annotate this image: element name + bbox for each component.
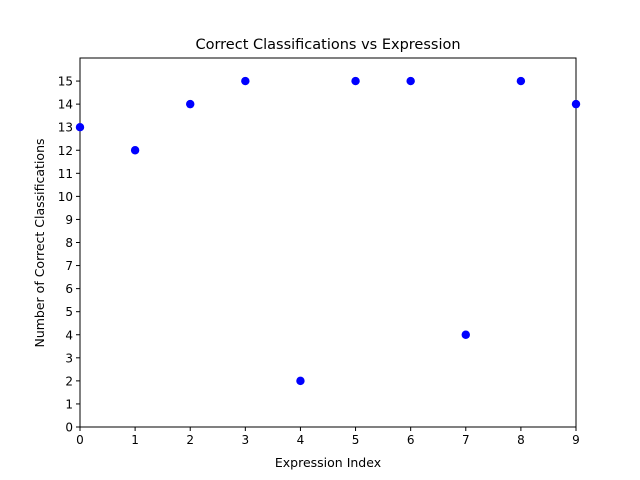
x-tick-label: 1 bbox=[131, 433, 139, 447]
data-point bbox=[351, 76, 360, 86]
x-tick-label: 8 bbox=[517, 433, 525, 447]
x-tick-label: 9 bbox=[572, 433, 580, 447]
x-tick-label: 5 bbox=[352, 433, 360, 447]
x-tick-label: 0 bbox=[76, 433, 84, 447]
y-tick-label: 15 bbox=[58, 75, 73, 89]
data-point bbox=[296, 376, 305, 386]
y-tick-label: 6 bbox=[65, 282, 73, 296]
data-point bbox=[130, 146, 140, 155]
y-tick-label: 8 bbox=[65, 236, 73, 250]
axes-frame bbox=[79, 57, 577, 428]
data-point bbox=[516, 76, 526, 86]
y-tick-label: 4 bbox=[65, 328, 73, 342]
y-tick-label: 12 bbox=[58, 144, 73, 158]
x-tick-label: 6 bbox=[407, 433, 415, 447]
y-tick-label: 10 bbox=[58, 190, 73, 204]
data-point bbox=[241, 76, 250, 86]
x-axis-ticks: 0 1 2 3 4 5 6 7 8 9 bbox=[76, 427, 580, 447]
y-tick-label: 5 bbox=[65, 305, 73, 319]
y-tick-label: 7 bbox=[65, 259, 73, 273]
y-tick-label: 9 bbox=[65, 213, 73, 227]
y-tick-label: 0 bbox=[65, 421, 73, 435]
y-tick-label: 1 bbox=[65, 397, 73, 411]
data-point bbox=[75, 122, 85, 132]
data-point bbox=[571, 99, 581, 109]
x-tick-label: 3 bbox=[242, 433, 250, 447]
data-points bbox=[75, 76, 581, 386]
data-point bbox=[406, 76, 415, 86]
x-tick-label: 2 bbox=[186, 433, 194, 447]
data-point bbox=[186, 99, 195, 109]
y-tick-label: 14 bbox=[58, 98, 73, 112]
y-axis-label: Number of Correct Classifications bbox=[32, 138, 47, 347]
data-point bbox=[461, 330, 470, 339]
y-tick-label: 11 bbox=[58, 167, 73, 181]
y-tick-label: 2 bbox=[65, 374, 73, 388]
y-tick-label: 13 bbox=[58, 121, 73, 135]
x-axis-label: Expression Index bbox=[275, 455, 381, 470]
y-tick-label: 3 bbox=[65, 351, 73, 365]
x-tick-label: 7 bbox=[462, 433, 470, 447]
chart-title: Correct Classifications vs Expression bbox=[195, 37, 460, 53]
x-tick-label: 4 bbox=[297, 433, 305, 447]
